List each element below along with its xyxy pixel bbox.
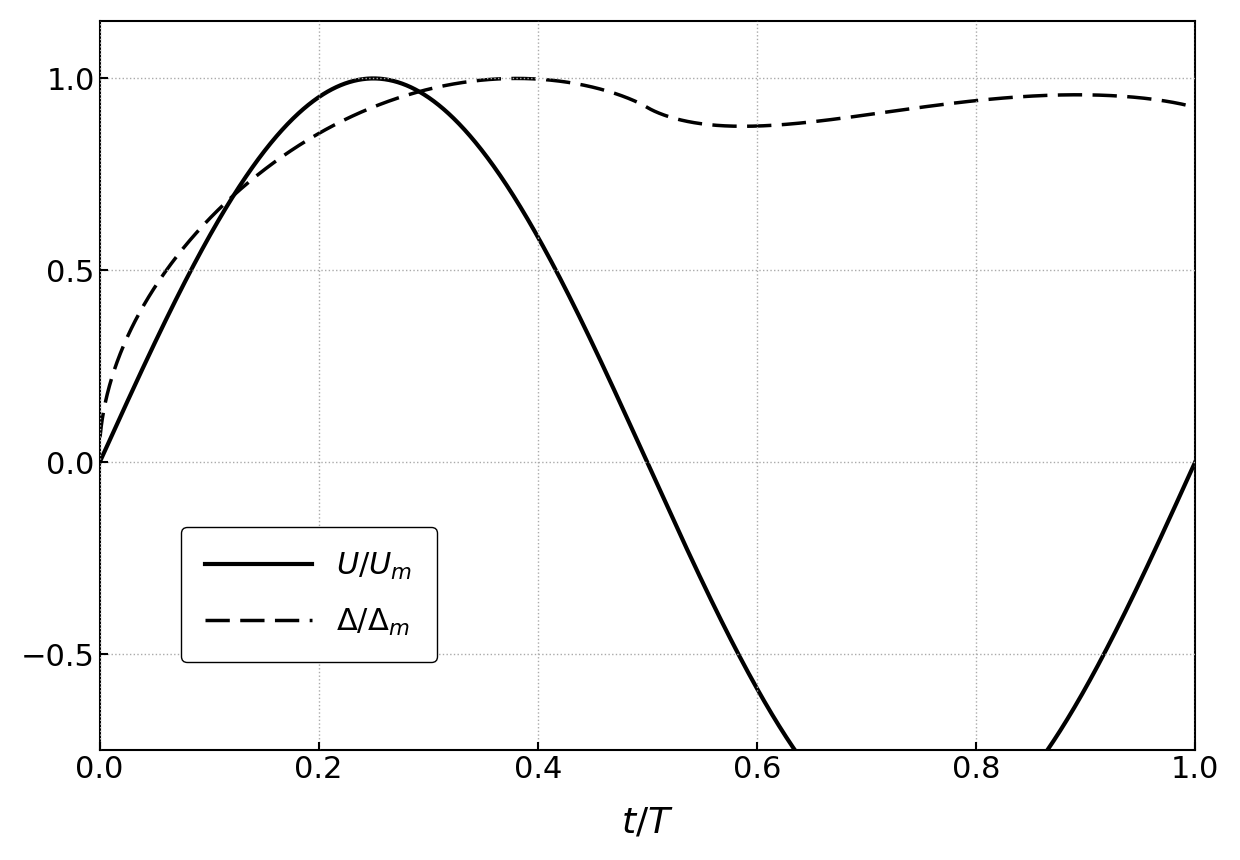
- $\Delta/\Delta_m$: [625, 95, 640, 105]
- $U/U_m$: [625, 426, 640, 436]
- $\Delta/\Delta_m$: [1156, 95, 1171, 106]
- $U/U_m$: [92, 458, 107, 468]
- $U/U_m$: [148, 336, 162, 347]
- X-axis label: $t/T$: $t/T$: [621, 805, 673, 839]
- $\Delta/\Delta_m$: [92, 431, 107, 441]
- $U/U_m$: [1188, 458, 1203, 468]
- Line: $\Delta/\Delta_m$: $\Delta/\Delta_m$: [99, 78, 1195, 436]
- Legend: $U/U_m$, $\Delta/\Delta_m$: $U/U_m$, $\Delta/\Delta_m$: [181, 526, 438, 662]
- $U/U_m$: [1157, 525, 1172, 536]
- $\Delta/\Delta_m$: [1157, 95, 1172, 106]
- $U/U_m$: [914, 841, 929, 851]
- $\Delta/\Delta_m$: [596, 85, 611, 95]
- $U/U_m$: [956, 830, 971, 840]
- $U/U_m$: [366, 73, 381, 83]
- $U/U_m$: [596, 362, 611, 372]
- $\Delta/\Delta_m$: [955, 97, 970, 108]
- $\Delta/\Delta_m$: [148, 281, 162, 292]
- Line: $U/U_m$: $U/U_m$: [99, 78, 1195, 846]
- $\Delta/\Delta_m$: [510, 73, 525, 83]
- $\Delta/\Delta_m$: [1188, 102, 1203, 113]
- $U/U_m$: [1157, 525, 1172, 535]
